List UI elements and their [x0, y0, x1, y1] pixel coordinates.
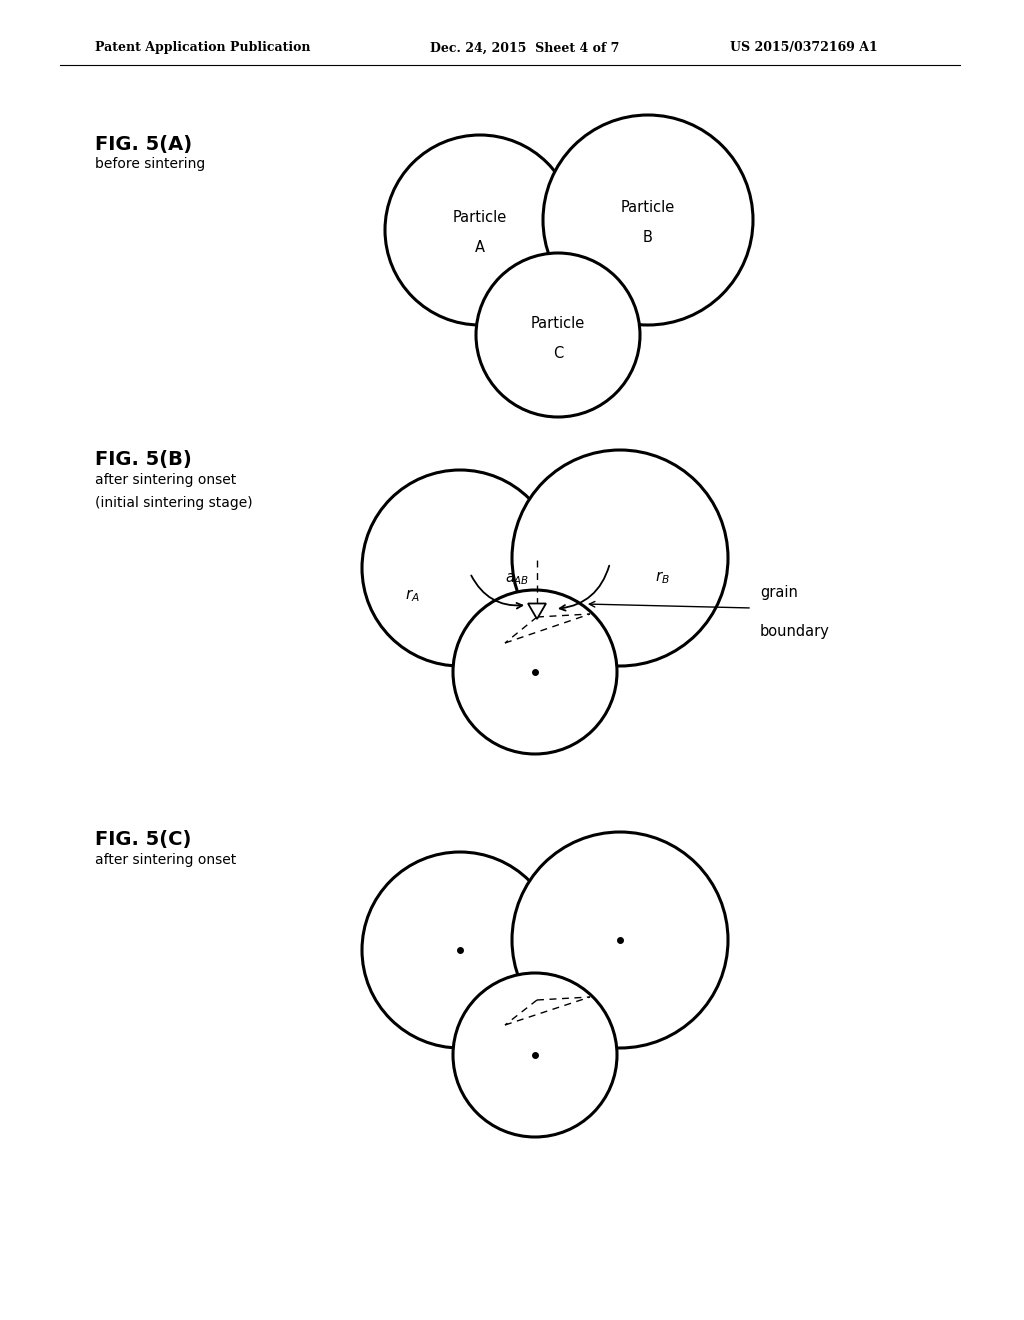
Circle shape: [362, 851, 558, 1048]
Text: FIG. 5(C): FIG. 5(C): [95, 830, 191, 849]
Circle shape: [362, 470, 558, 667]
Text: Patent Application Publication: Patent Application Publication: [95, 41, 310, 54]
Polygon shape: [528, 603, 546, 619]
Text: $r_B$: $r_B$: [654, 570, 670, 586]
Text: Particle: Particle: [621, 201, 675, 215]
Text: boundary: boundary: [760, 624, 829, 639]
Text: $r_A$: $r_A$: [404, 587, 420, 605]
Text: B: B: [643, 231, 653, 246]
Text: before sintering: before sintering: [95, 157, 205, 172]
Text: FIG. 5(A): FIG. 5(A): [95, 135, 193, 154]
Circle shape: [476, 253, 640, 417]
Text: grain: grain: [760, 585, 798, 601]
Text: (initial sintering stage): (initial sintering stage): [95, 496, 253, 510]
Text: Dec. 24, 2015  Sheet 4 of 7: Dec. 24, 2015 Sheet 4 of 7: [430, 41, 620, 54]
Circle shape: [543, 115, 753, 325]
Circle shape: [512, 450, 728, 667]
Text: Particle: Particle: [530, 315, 585, 330]
Text: FIG. 5(B): FIG. 5(B): [95, 450, 191, 469]
Circle shape: [385, 135, 575, 325]
Text: Particle: Particle: [453, 210, 507, 226]
Text: C: C: [553, 346, 563, 360]
Text: after sintering onset: after sintering onset: [95, 853, 237, 867]
Text: $a_{AB}$: $a_{AB}$: [505, 572, 529, 587]
Text: after sintering onset: after sintering onset: [95, 473, 237, 487]
Circle shape: [453, 590, 617, 754]
Text: US 2015/0372169 A1: US 2015/0372169 A1: [730, 41, 878, 54]
Text: A: A: [475, 240, 485, 256]
Circle shape: [453, 973, 617, 1137]
Circle shape: [512, 832, 728, 1048]
